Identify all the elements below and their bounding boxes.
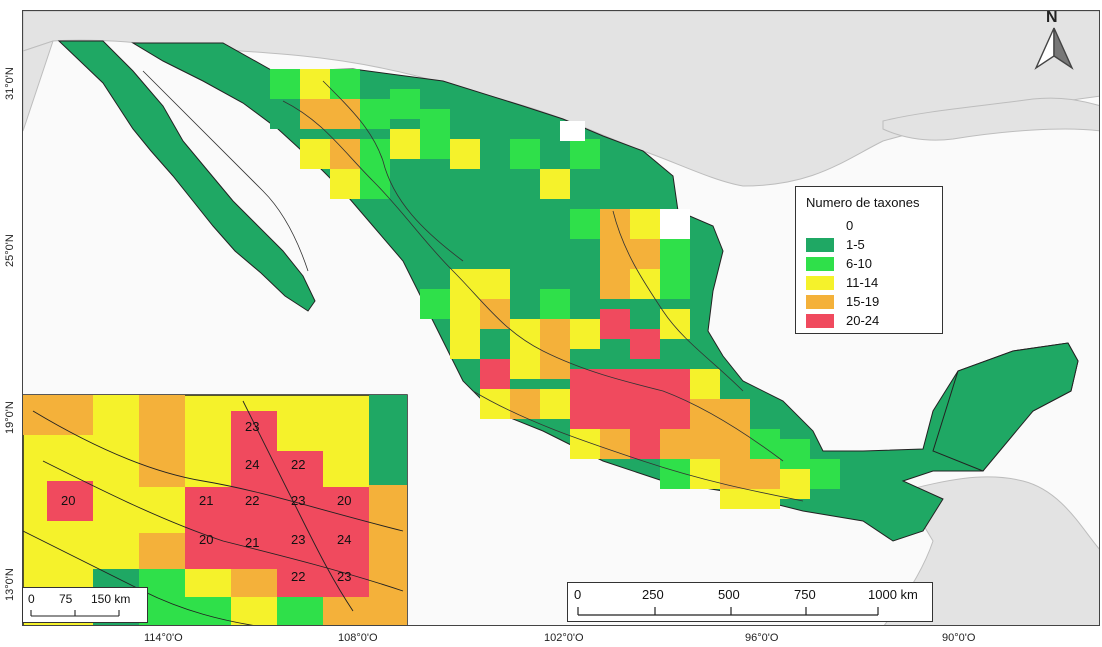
baja-california (57, 40, 316, 312)
inset-value: 20 (199, 532, 213, 547)
inset-value: 23 (337, 569, 351, 584)
inset-scale-tick-label: 0 (28, 592, 35, 606)
inset-value: 21 (199, 493, 213, 508)
inset-value: 24 (337, 532, 351, 547)
legend-swatch (806, 218, 834, 233)
scale-bar-graphic (577, 607, 879, 616)
scale-tick-label: 250 (642, 587, 664, 602)
legend-label: 20-24 (846, 313, 880, 328)
scale-tick-label: 750 (794, 587, 816, 602)
north-label: N (1046, 9, 1058, 26)
inset-map: 23 24 22 20 21 22 23 20 20 21 23 24 22 2… (23, 394, 408, 625)
lat-label: 31°0'N (4, 67, 16, 100)
scale-bar: 0 250 500 750 1000 km (567, 582, 933, 622)
inset-scale-tick-label: 150 km (91, 592, 131, 606)
inset-value: 24 (245, 457, 259, 472)
legend-item: 0 (806, 216, 932, 235)
legend-label: 6-10 (846, 256, 873, 271)
lon-label: 90°0'O (942, 632, 976, 644)
scale-tick-label: 500 (718, 587, 740, 602)
lat-label: 13°0'N (4, 568, 16, 601)
north-arrow-icon (1034, 27, 1074, 70)
legend: Numero de taxones 0 1-5 6-10 11-14 15-19… (795, 186, 943, 334)
legend-item: 1-5 (806, 235, 932, 254)
lat-label: 19°0'N (4, 401, 16, 434)
scale-tick-label: 1000 km (868, 587, 918, 602)
lon-label: 108°0'O (338, 632, 378, 644)
legend-item: 15-19 (806, 292, 932, 311)
inset-value: 22 (291, 569, 305, 584)
legend-label: 1-5 (846, 237, 865, 252)
inset-value: 20 (337, 493, 351, 508)
cuba-landmass (882, 97, 1099, 141)
yucatan-peninsula (932, 342, 1079, 472)
legend-item: 11-14 (806, 273, 932, 292)
inset-value: 21 (245, 535, 259, 550)
inset-value: 22 (245, 493, 259, 508)
scale-tick-label: 0 (574, 587, 582, 602)
inset-value: 23 (291, 532, 305, 547)
legend-swatch (806, 237, 834, 252)
lon-label: 102°0'O (544, 632, 584, 644)
lon-label: 114°0'O (144, 632, 183, 644)
legend-swatch (806, 313, 834, 328)
legend-title: Numero de taxones (806, 195, 920, 210)
inset-value: 22 (291, 457, 305, 472)
map-canvas: 23 24 22 20 21 22 23 20 20 21 23 24 22 2… (23, 11, 1099, 625)
inset-value: 23 (291, 493, 305, 508)
baja-gulf-coast-land (23, 40, 54, 132)
lon-label: 96°0'O (745, 632, 779, 644)
legend-label: 15-19 (846, 294, 880, 309)
legend-item: 6-10 (806, 254, 932, 273)
inset-scale-tick-label: 75 (59, 592, 73, 606)
inset-scale-bar: 0 75 150 km (22, 587, 148, 623)
legend-swatch (806, 275, 834, 290)
inset-scale-graphic (30, 610, 120, 617)
legend-label: 0 (846, 218, 854, 233)
inset-value: 23 (245, 419, 259, 434)
inset-value: 20 (61, 493, 75, 508)
legend-swatch (806, 294, 834, 309)
legend-swatch (806, 256, 834, 271)
legend-item: 20-24 (806, 311, 932, 330)
map-frame: 23 24 22 20 21 22 23 20 20 21 23 24 22 2… (22, 10, 1100, 626)
grid-cells (270, 69, 840, 509)
lat-label: 25°0'N (4, 234, 16, 267)
ecoregion-outlines (142, 70, 804, 502)
legend-label: 11-14 (846, 275, 879, 290)
